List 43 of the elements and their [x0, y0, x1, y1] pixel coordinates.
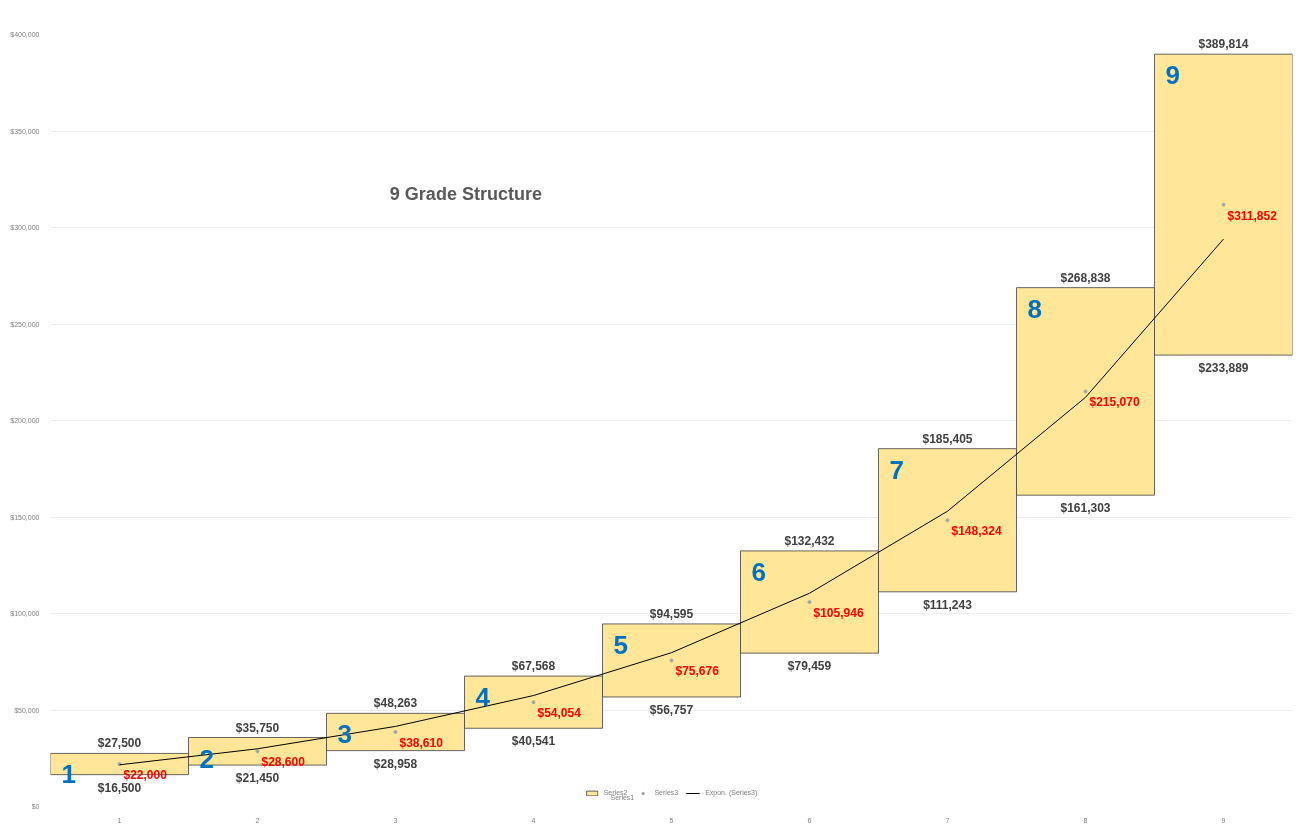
data-label: $148,324: [951, 524, 1002, 539]
point: [255, 749, 260, 754]
annotation: 1: [61, 759, 76, 790]
annotation: $94,595: [649, 606, 694, 621]
annotation: $40,541: [511, 734, 556, 749]
point: [807, 600, 812, 605]
annotation: 7: [889, 454, 904, 485]
data-label: $215,070: [1089, 395, 1140, 410]
annotation: $389,814: [1198, 37, 1249, 52]
data-label: $105,946: [813, 606, 864, 621]
annotation: $67,568: [511, 659, 556, 674]
point: [1221, 202, 1226, 207]
data-label: $54,054: [537, 706, 582, 721]
annotation: $268,838: [1060, 270, 1111, 285]
text: 9 Grade Structure: [389, 184, 542, 205]
annotation: 5: [613, 629, 628, 660]
annotation: $132,432: [784, 533, 835, 548]
annotation: $185,405: [922, 431, 973, 446]
annotation: $48,263: [373, 696, 418, 711]
point: [1083, 389, 1088, 394]
annotation: 6: [751, 556, 766, 587]
data-label: $311,852: [1227, 208, 1278, 223]
point: [669, 658, 674, 663]
annotation: $16,500: [97, 780, 142, 795]
annotation: $233,889: [1198, 361, 1249, 376]
data-label: $28,600: [261, 755, 306, 770]
annotation: $79,459: [787, 659, 832, 674]
point: [393, 729, 398, 734]
data-label: $75,676: [675, 664, 720, 679]
annotation: $27,500: [97, 736, 142, 751]
point: [117, 762, 122, 767]
data-label: $38,610: [399, 735, 444, 750]
annotation: $161,303: [1060, 501, 1111, 516]
annotation: $111,243: [923, 597, 973, 612]
point: [945, 518, 950, 523]
annotation: 4: [475, 682, 491, 713]
point: [531, 700, 536, 705]
annotation: $35,750: [235, 720, 280, 735]
annotation: $56,757: [649, 702, 694, 717]
annotation: 9: [1165, 60, 1180, 91]
annotation: $21,450: [235, 771, 280, 786]
annotation: $28,958: [373, 756, 418, 771]
annotation: 8: [1027, 293, 1042, 324]
